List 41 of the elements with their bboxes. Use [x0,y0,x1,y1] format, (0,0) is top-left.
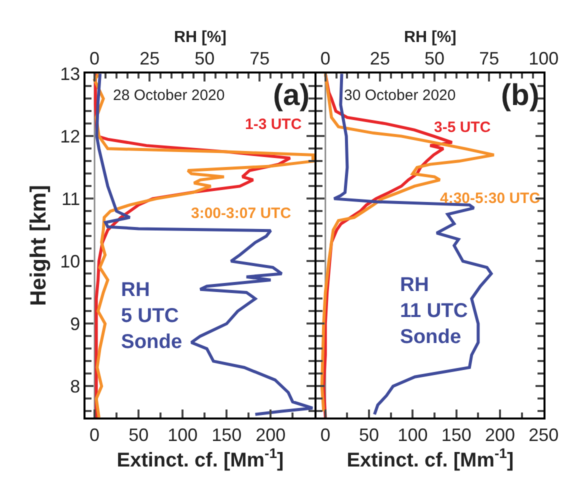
y-tick-label: 10 [60,252,80,272]
x-tick-label: 250 [528,425,559,446]
x2-tick-label: 100 [528,48,559,68]
series-label: RH 11 UTC Sonde [400,274,468,348]
y-axis-title: Height [km] [25,185,50,306]
x-tick-label: 200 [256,425,286,446]
y-tick-label: 9 [70,314,80,334]
x-tick-label: 200 [484,425,516,446]
x2-tick-label: 25 [370,48,390,68]
x2-axis-title: RH [%] [174,28,226,46]
y-tick-label: 8 [70,376,80,397]
series-label: 3:00-3:07 UTC [191,205,292,222]
x-tick-label: 100 [168,425,198,446]
series-label: RH 5 UTC Sonde [121,279,182,353]
annotation: 30 October 2020 [344,87,456,104]
x2-tick-label: 75 [250,48,270,68]
y-tick-label: 12 [60,126,80,146]
x-tick-label: 50 [359,425,380,446]
series-label: 1-3 UTC [245,116,302,133]
annotation: 28 October 2020 [113,87,225,104]
x2-tick-label: 50 [194,48,215,68]
annotation: (a) [273,79,310,112]
x-tick-label: 0 [320,425,330,446]
x-axis-title: Extinct. cf. [Mm$^{-1}$] [346,445,514,472]
x2-tick-label: 50 [424,48,445,68]
x2-tick-label: 25 [140,48,160,68]
series-label: 4:30-5:30 UTC [440,190,540,207]
y-tick-label: 11 [61,188,80,209]
x-tick-label: 100 [398,425,428,446]
x2-tick-label: 0 [90,48,100,68]
x-tick-label: 50 [128,425,149,446]
series-label: 3-5 UTC [434,119,491,136]
annotation: (b) [501,79,540,112]
x-tick-label: 150 [212,425,242,446]
x-tick-label: 150 [441,425,472,446]
x2-axis-title: RH [%] [404,28,456,46]
x-tick-label: 0 [90,425,100,446]
y-tick-label: 13 [60,64,80,84]
x2-tick-label: 0 [320,48,330,68]
x-axis-title: Extinct. cf. [Mm$^{-1}$] [116,445,284,472]
x2-tick-label: 75 [479,48,500,68]
